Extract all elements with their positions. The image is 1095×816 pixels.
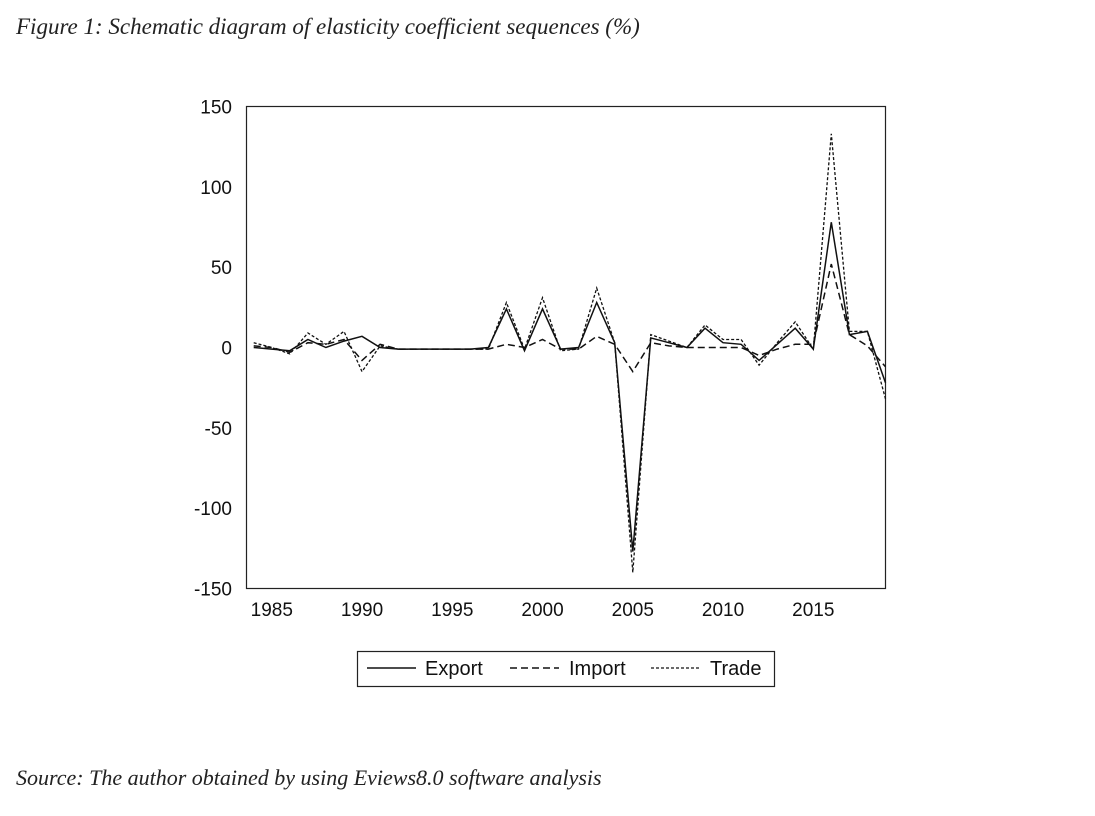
series-lines — [253, 133, 887, 573]
y-tick-label: -50 — [205, 419, 232, 440]
x-tick-label: 1995 — [431, 600, 473, 621]
x-tick-label: 2000 — [521, 600, 563, 621]
source-note: Source: The author obtained by using Evi… — [16, 765, 602, 790]
legend-label-trade: Trade — [710, 658, 762, 680]
series-line-trade — [253, 133, 887, 573]
x-tick-label: 1985 — [251, 600, 293, 621]
y-tick-label: -150 — [194, 580, 232, 601]
y-axis-ticks: 150 100 50 0 -50 -100 -150 — [194, 98, 232, 601]
x-tick-label: 2010 — [702, 600, 744, 621]
y-tick-label: 150 — [200, 98, 232, 119]
y-tick-label: 100 — [200, 178, 232, 199]
figure-caption: Figure 1: Schematic diagram of elasticit… — [16, 14, 640, 39]
y-tick-label: 50 — [211, 258, 232, 279]
x-axis-ticks: 1985 1990 1995 2000 2005 2010 2015 — [251, 600, 835, 621]
legend-label-import: Import — [569, 658, 626, 680]
legend-box — [356, 650, 776, 688]
y-tick-label: -100 — [194, 499, 232, 520]
x-tick-label: 2015 — [792, 600, 834, 621]
y-tick-label: 0 — [221, 339, 232, 360]
series-line-import — [253, 263, 887, 373]
series-line-export — [253, 222, 887, 552]
legend: Export Import Trade — [356, 650, 776, 688]
x-tick-label: 2005 — [612, 600, 654, 621]
plot-frame — [245, 105, 887, 590]
x-tick-label: 1990 — [341, 600, 383, 621]
legend-label-export: Export — [425, 658, 483, 680]
